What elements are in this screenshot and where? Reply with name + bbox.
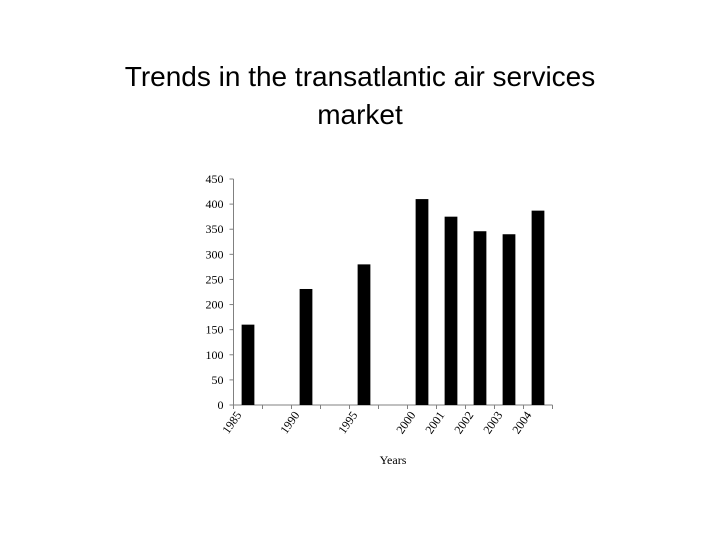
bar bbox=[531, 210, 545, 405]
y-tick-label: 350 bbox=[206, 222, 224, 236]
y-tick-label: 450 bbox=[206, 172, 224, 186]
y-tick-label: 200 bbox=[206, 298, 224, 312]
y-tick-label: 0 bbox=[218, 398, 224, 412]
y-tick-label: 50 bbox=[212, 373, 224, 387]
y-tick-label: 100 bbox=[206, 348, 224, 362]
x-tick-label: 2000 bbox=[393, 409, 418, 437]
x-tick-label: 2001 bbox=[422, 409, 447, 437]
y-tick-label: 250 bbox=[206, 272, 224, 286]
x-tick-label: 1990 bbox=[277, 409, 302, 437]
y-tick-label: 150 bbox=[206, 323, 224, 337]
x-tick-label: 2003 bbox=[480, 409, 505, 437]
bar bbox=[299, 288, 313, 405]
bar bbox=[357, 264, 371, 405]
bar bbox=[415, 199, 429, 405]
x-axis-label: Years bbox=[380, 453, 407, 467]
bar bbox=[241, 324, 255, 405]
x-tick-label: 2004 bbox=[509, 409, 534, 437]
bar bbox=[502, 234, 516, 405]
bar bbox=[444, 216, 458, 405]
x-tick-label: 2002 bbox=[451, 409, 476, 437]
chart-title: Trends in the transatlantic air services… bbox=[125, 61, 596, 130]
y-tick-label: 400 bbox=[206, 197, 224, 211]
x-tick-label: 1985 bbox=[219, 409, 244, 437]
bar bbox=[473, 231, 487, 405]
y-tick-label: 300 bbox=[206, 247, 224, 261]
x-tick-label: 1995 bbox=[335, 409, 360, 437]
